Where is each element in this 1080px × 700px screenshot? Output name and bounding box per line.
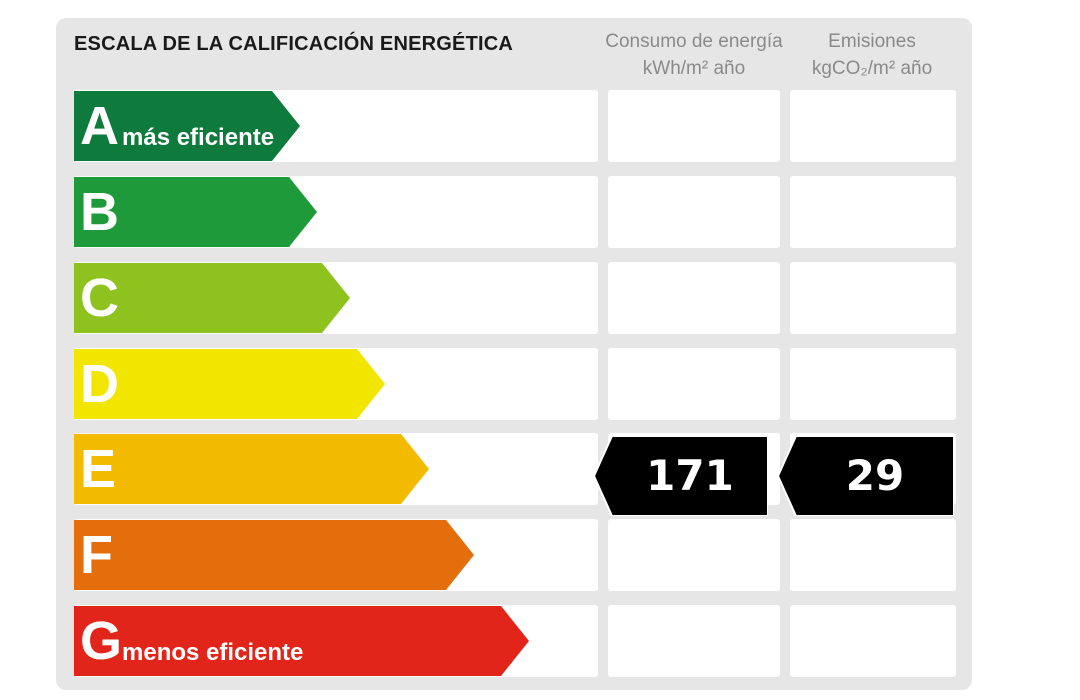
energy-cell: [608, 262, 780, 334]
emissions-value-tag: 29: [778, 436, 954, 516]
rating-letter: B: [80, 182, 119, 242]
rating-arrow-b: B: [74, 177, 317, 247]
rating-letter: A: [80, 96, 119, 156]
energy-cell: [608, 348, 780, 420]
energy-column-header: Consumo de energía kWh/m² año: [604, 28, 784, 82]
energy-cell: [608, 176, 780, 248]
energy-tag-shape: [594, 436, 768, 516]
rating-arrow-f: F: [74, 520, 474, 590]
emissions-value: 29: [845, 451, 905, 500]
emissions-cell: [790, 262, 956, 334]
energy-cell: [608, 605, 780, 677]
energy-header-unit: kWh/m² año: [642, 58, 746, 79]
energy-value: 171: [646, 451, 734, 500]
emissions-tag-shape: [778, 436, 954, 516]
emissions-cell: [790, 90, 956, 162]
emissions-cell: [790, 519, 956, 591]
rating-row-f: F: [74, 519, 960, 591]
rating-row-b: B: [74, 176, 960, 248]
emissions-cell: [790, 605, 956, 677]
energy-cell: [608, 90, 780, 162]
rating-letter: F: [80, 525, 113, 585]
rating-letter: D: [80, 354, 119, 414]
emissions-column-header: Emisiones kgCO₂/m² año: [786, 28, 958, 82]
rating-row-d: D: [74, 348, 960, 420]
label-title: ESCALA DE LA CALIFICACIÓN ENERGÉTICA: [74, 33, 514, 55]
rating-arrow-c: C: [74, 263, 350, 333]
energy-cell: [608, 519, 780, 591]
energy-value-tag: 171: [594, 436, 768, 516]
rating-letter: C: [80, 268, 119, 328]
energy-header-line1: Consumo de energía: [605, 31, 783, 52]
rating-arrow-d: D: [74, 349, 385, 419]
rating-sublabel: más eficiente: [122, 124, 275, 151]
rating-arrow-e: E: [74, 434, 429, 504]
rating-letter: E: [80, 439, 117, 499]
emissions-cell: [790, 176, 956, 248]
rating-sublabel: menos eficiente: [122, 639, 304, 666]
rating-letter: G: [80, 611, 123, 671]
emissions-cell: [790, 348, 956, 420]
emissions-header-line1: Emisiones: [828, 31, 916, 52]
emissions-header-unit: kgCO₂/m² año: [811, 58, 933, 79]
rating-row-c: C: [74, 262, 960, 334]
